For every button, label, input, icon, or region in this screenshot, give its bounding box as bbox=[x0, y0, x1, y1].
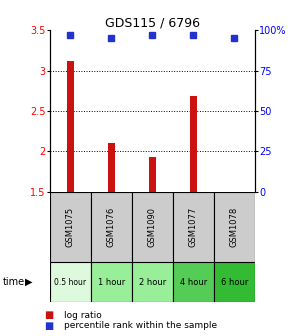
Text: 2 hour: 2 hour bbox=[139, 278, 166, 287]
Bar bbox=[108, 143, 115, 192]
Bar bbox=[91, 192, 132, 262]
Text: ■: ■ bbox=[44, 310, 53, 320]
Text: ▶: ▶ bbox=[25, 277, 33, 287]
Text: 1 hour: 1 hour bbox=[98, 278, 125, 287]
Bar bbox=[173, 192, 214, 262]
Title: GDS115 / 6796: GDS115 / 6796 bbox=[105, 16, 200, 29]
Bar bbox=[173, 262, 214, 302]
Bar bbox=[149, 157, 156, 192]
Bar bbox=[214, 192, 255, 262]
Bar bbox=[190, 96, 197, 192]
Text: GSM1075: GSM1075 bbox=[66, 207, 75, 247]
Bar bbox=[214, 262, 255, 302]
Text: log ratio: log ratio bbox=[64, 311, 102, 320]
Bar bbox=[91, 262, 132, 302]
Bar bbox=[132, 262, 173, 302]
Text: GSM1076: GSM1076 bbox=[107, 207, 116, 247]
Text: GSM1077: GSM1077 bbox=[189, 207, 198, 247]
Text: GSM1090: GSM1090 bbox=[148, 207, 157, 247]
Bar bbox=[67, 61, 74, 192]
Text: GSM1078: GSM1078 bbox=[230, 207, 239, 247]
Bar bbox=[50, 192, 91, 262]
Text: time: time bbox=[3, 277, 25, 287]
Bar bbox=[132, 192, 173, 262]
Text: 6 hour: 6 hour bbox=[221, 278, 248, 287]
Text: 0.5 hour: 0.5 hour bbox=[54, 278, 86, 287]
Text: ■: ■ bbox=[44, 321, 53, 331]
Text: percentile rank within the sample: percentile rank within the sample bbox=[64, 322, 218, 330]
Text: 4 hour: 4 hour bbox=[180, 278, 207, 287]
Bar bbox=[50, 262, 91, 302]
